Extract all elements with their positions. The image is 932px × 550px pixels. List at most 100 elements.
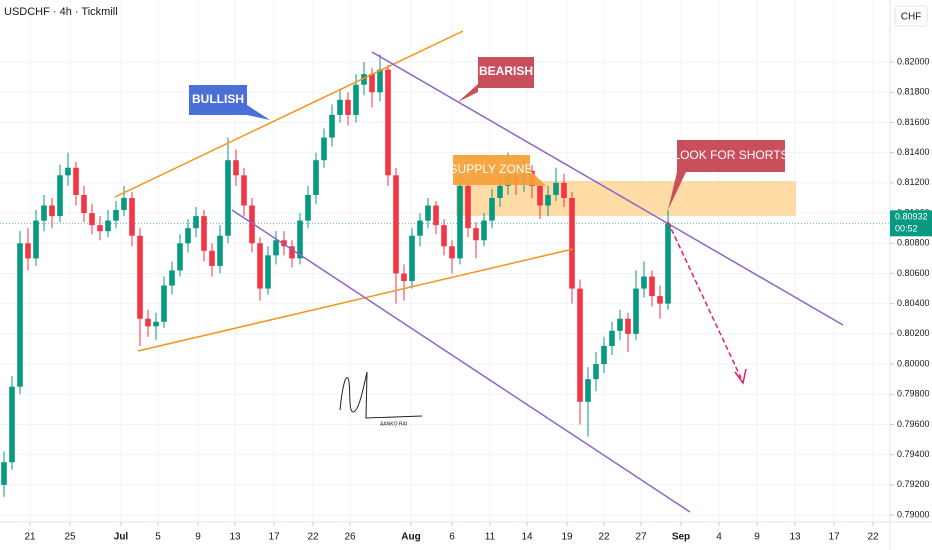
candle-body [457,185,463,259]
candle-body [409,235,415,282]
x-tick-label: 11 [485,532,496,543]
candle-body [625,318,631,334]
x-tick-label: 13 [789,532,801,543]
candle-body [393,175,399,274]
last-price-label: 0.80932 [895,212,928,222]
y-tick-label: 0.80000 [897,358,930,368]
candle-body [537,185,543,206]
candle-body [129,197,135,236]
candle-body [561,182,567,198]
candle-body [289,246,295,259]
x-tick-label: 19 [561,532,573,543]
y-tick-label: 0.82000 [897,56,930,66]
candle-body [609,330,615,346]
arrow [667,221,742,379]
annotation: LOOK FOR SHORTS [673,148,788,162]
y-tick-label: 0.79200 [897,479,930,489]
trendline [137,248,574,352]
callout [189,85,270,120]
candle-body [465,185,471,229]
candle-body [225,160,231,236]
x-tick-label: 22 [307,532,319,543]
candle-body [193,216,199,229]
x-tick-label: 13 [229,532,241,543]
candle-body [25,243,31,259]
candle-body [9,386,15,463]
candle-body [361,74,367,85]
candle-body [497,185,503,198]
candle-body [97,225,103,232]
candle-body [401,273,407,282]
candle-body [1,462,7,485]
countdown-label: 00:52 [895,224,918,234]
annotation: BEARISH [479,64,533,78]
x-tick-label: 22 [867,532,879,543]
candle-body [321,137,327,161]
candle-body [81,194,87,214]
candle-body [57,175,63,217]
candle-body [553,182,559,195]
candle-body [89,213,95,226]
y-tick-label: 0.80400 [897,298,930,308]
candle-body [185,228,191,244]
y-tick-label: 0.81600 [897,117,930,127]
candle-body [257,243,263,289]
candle-body [305,194,311,221]
candle-body [489,197,495,221]
candle-body [665,223,671,304]
unit-box [894,5,928,27]
candle-body [441,225,447,247]
candle-body [273,240,279,256]
candle-body [433,205,439,226]
candle-body [633,288,639,334]
candle-body [545,194,551,206]
x-tick-label: 27 [635,532,647,543]
candle-body [649,276,655,297]
candle-body [425,205,431,221]
y-tick-label: 0.80200 [897,328,930,338]
y-tick-label: 0.81200 [897,177,930,187]
x-tick-label: 5 [155,532,161,543]
candle-body [449,246,455,259]
candle-body [33,220,39,259]
trendline [231,209,691,513]
candle-body [569,197,575,289]
candle-body [233,160,239,176]
candle-body [481,220,487,241]
x-tick-label: 4 [716,532,722,543]
candle-body [121,197,127,211]
candle-body [145,318,151,327]
candle-body [17,243,23,387]
candle-body [585,379,591,402]
candle-body [641,276,647,289]
candle-body [201,216,207,251]
candle-body [217,235,223,266]
x-tick-label: Sep [672,532,690,543]
y-tick-label: 0.79800 [897,389,930,399]
x-tick-label: 25 [64,532,76,543]
candle-body [105,220,111,232]
candle-body [209,250,215,266]
y-tick-label: 0.80600 [897,268,930,278]
y-tick-label: 0.79000 [897,509,930,519]
candle-body [577,288,583,402]
y-axis-unit: CHF [901,12,922,23]
candle-body [177,243,183,271]
candle-body [153,321,159,327]
x-tick-label: Aug [401,532,420,543]
y-tick-label: 0.81800 [897,87,930,97]
x-tick-label: 21 [24,532,36,543]
candle-body [49,205,55,217]
candle-body [337,99,343,115]
candle-body [137,235,143,319]
callout [668,140,785,210]
candle-body [417,220,423,236]
chart-title: USDCHF · 4h · Tickmill [4,6,118,18]
candle-body [249,205,255,244]
last-price-box [890,210,932,237]
candle-body [241,175,247,206]
candle-body [385,69,391,176]
candle-body [65,167,71,176]
trendline [371,51,844,326]
